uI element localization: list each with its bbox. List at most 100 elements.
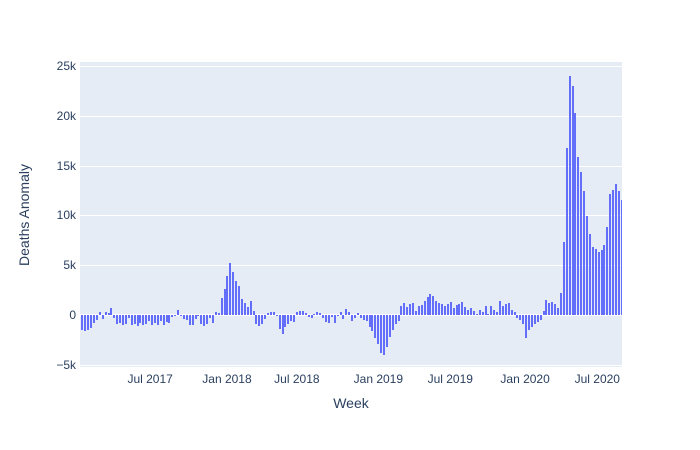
bar[interactable] xyxy=(414,311,417,315)
bar[interactable] xyxy=(330,315,333,317)
bar[interactable] xyxy=(267,312,270,315)
bar[interactable] xyxy=(182,315,185,319)
bar[interactable] xyxy=(325,315,328,322)
bar[interactable] xyxy=(116,315,119,324)
bar[interactable] xyxy=(388,315,391,337)
bar[interactable] xyxy=(246,307,249,315)
bar[interactable] xyxy=(484,306,487,315)
bar[interactable] xyxy=(211,315,214,323)
bar[interactable] xyxy=(487,313,490,315)
bar[interactable] xyxy=(362,315,365,320)
bar[interactable] xyxy=(591,247,594,315)
bar[interactable] xyxy=(130,315,133,325)
bar[interactable] xyxy=(310,315,313,318)
bar[interactable] xyxy=(551,302,554,315)
bar[interactable] xyxy=(84,315,87,331)
bar[interactable] xyxy=(583,191,586,315)
bar[interactable] xyxy=(313,314,316,315)
bar[interactable] xyxy=(269,312,272,315)
bar[interactable] xyxy=(162,315,165,325)
bar[interactable] xyxy=(284,315,287,327)
bar[interactable] xyxy=(214,312,217,315)
bar[interactable] xyxy=(490,306,493,315)
bar[interactable] xyxy=(278,315,281,329)
bar[interactable] xyxy=(432,296,435,315)
bar[interactable] xyxy=(423,301,426,315)
bar[interactable] xyxy=(571,85,574,315)
bar[interactable] xyxy=(104,312,107,315)
bar[interactable] xyxy=(536,315,539,322)
bar[interactable] xyxy=(507,303,510,315)
bar[interactable] xyxy=(145,315,148,324)
bar[interactable] xyxy=(249,301,252,315)
bar[interactable] xyxy=(124,315,127,324)
bar[interactable] xyxy=(342,315,345,319)
bar[interactable] xyxy=(156,315,159,325)
bar[interactable] xyxy=(232,272,235,315)
bar[interactable] xyxy=(557,308,560,315)
bar[interactable] xyxy=(397,315,400,321)
bar[interactable] xyxy=(95,315,98,320)
bar[interactable] xyxy=(119,315,122,323)
bar[interactable] xyxy=(380,315,383,353)
bar[interactable] xyxy=(438,303,441,315)
bar[interactable] xyxy=(449,302,452,315)
bar[interactable] xyxy=(185,315,188,320)
bar[interactable] xyxy=(333,315,336,323)
bar[interactable] xyxy=(426,297,429,315)
bar[interactable] xyxy=(217,313,220,315)
bar[interactable] xyxy=(81,315,84,330)
bar[interactable] xyxy=(597,252,600,315)
bar[interactable] xyxy=(516,315,519,318)
bar[interactable] xyxy=(603,245,606,315)
bar[interactable] xyxy=(606,227,609,315)
bar[interactable] xyxy=(316,312,319,315)
bar[interactable] xyxy=(577,156,580,315)
bar[interactable] xyxy=(383,315,386,355)
bar[interactable] xyxy=(307,315,310,317)
bar[interactable] xyxy=(351,315,354,321)
bar[interactable] xyxy=(501,306,504,315)
bar[interactable] xyxy=(177,310,180,315)
bar[interactable] xyxy=(513,312,516,315)
bar[interactable] xyxy=(467,310,470,315)
bar[interactable] xyxy=(287,315,290,324)
bar[interactable] xyxy=(620,200,622,315)
bar[interactable] xyxy=(98,312,101,315)
bar[interactable] xyxy=(522,315,525,324)
bar[interactable] xyxy=(586,216,589,315)
bar[interactable] xyxy=(565,147,568,315)
bar[interactable] xyxy=(93,315,96,323)
bar[interactable] xyxy=(394,315,397,324)
bar[interactable] xyxy=(203,315,206,326)
bar[interactable] xyxy=(122,315,125,325)
bar[interactable] xyxy=(554,304,557,315)
bar[interactable] xyxy=(562,242,565,315)
bar[interactable] xyxy=(110,308,113,315)
bar[interactable] xyxy=(180,315,183,316)
bar[interactable] xyxy=(481,312,484,315)
bar[interactable] xyxy=(452,308,455,315)
bar[interactable] xyxy=(510,310,513,315)
bar[interactable] xyxy=(275,315,278,317)
bar[interactable] xyxy=(371,315,374,331)
bar[interactable] xyxy=(545,300,548,315)
bar[interactable] xyxy=(354,315,357,318)
bar[interactable] xyxy=(200,315,203,324)
bar[interactable] xyxy=(496,312,499,315)
bar[interactable] xyxy=(206,315,209,324)
bar[interactable] xyxy=(443,306,446,315)
bar[interactable] xyxy=(455,305,458,315)
bar[interactable] xyxy=(209,315,212,318)
bar[interactable] xyxy=(322,315,325,318)
bar[interactable] xyxy=(446,304,449,315)
bar[interactable] xyxy=(339,312,342,315)
bar[interactable] xyxy=(400,306,403,315)
bar[interactable] xyxy=(240,299,243,315)
bar[interactable] xyxy=(600,250,603,315)
bar[interactable] xyxy=(368,315,371,327)
bar[interactable] xyxy=(345,309,348,315)
bar[interactable] xyxy=(296,312,299,315)
bar[interactable] xyxy=(197,315,200,316)
bar[interactable] xyxy=(412,303,415,315)
